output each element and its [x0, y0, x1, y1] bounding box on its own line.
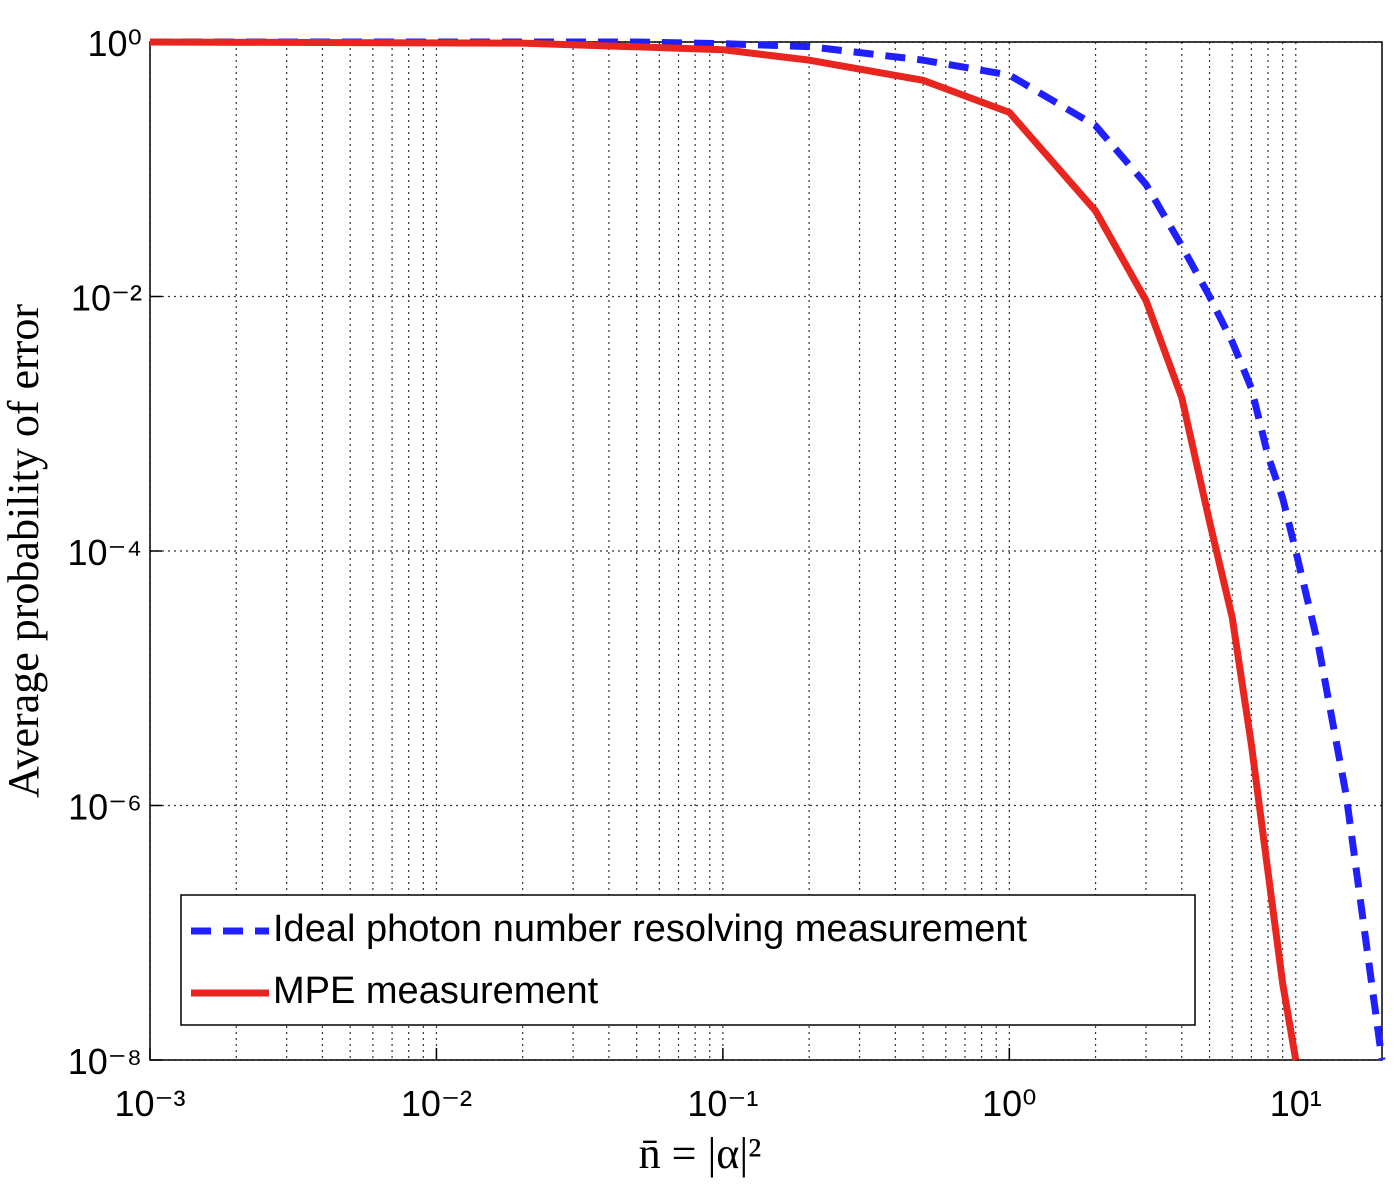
y-tick-label: 10⁻⁶: [68, 787, 142, 828]
x-axis-label: n̄ = |α|²: [639, 1129, 762, 1178]
y-tick-label: 10⁻²: [71, 278, 142, 319]
x-tick-label: 10⁰: [982, 1083, 1036, 1124]
x-tick-label: 10⁻²: [401, 1083, 472, 1124]
x-tick-label: 10⁻³: [114, 1083, 185, 1124]
x-tick-label: 10⁻¹: [687, 1083, 758, 1124]
y-axis-label: Average probability of error: [0, 304, 48, 798]
line-series: [150, 38, 1386, 1061]
legend-label: Ideal photon number resolving measuremen…: [273, 908, 1028, 950]
line-series: [149, 38, 1300, 1061]
x-tick-label: 10¹: [1270, 1083, 1322, 1124]
legend-box: [180, 894, 1196, 1026]
legend-label: MPE measurement: [273, 970, 599, 1012]
y-tick-label: 10⁻⁸: [68, 1041, 142, 1082]
y-tick-label: 10⁰: [88, 23, 142, 64]
y-tick-label: 10⁻⁴: [67, 532, 142, 573]
